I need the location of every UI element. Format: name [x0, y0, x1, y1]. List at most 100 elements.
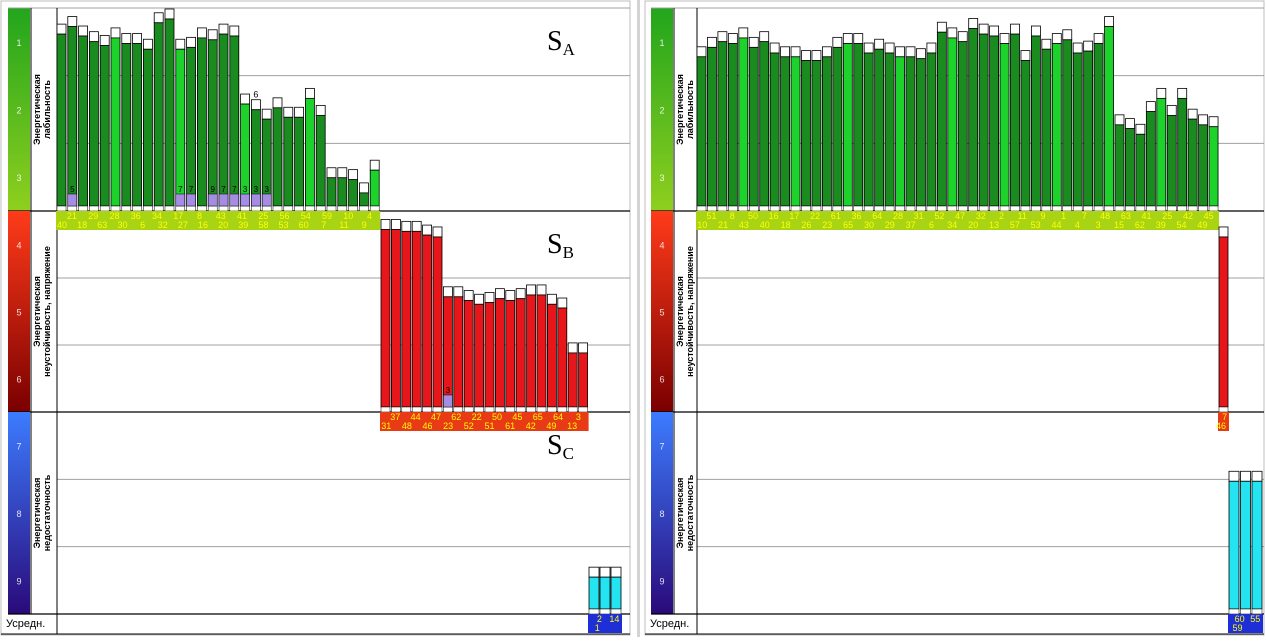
bar-cap — [769, 42, 780, 54]
bar-cap — [610, 566, 622, 578]
bar-cap — [1187, 108, 1198, 120]
bar-cap — [547, 293, 557, 305]
group-label-top: 2 — [597, 614, 602, 624]
panel-frame — [644, 0, 1265, 636]
data-bar — [811, 60, 822, 207]
group-label-bottom: 61 — [505, 421, 515, 431]
bar-cap — [780, 46, 790, 58]
data-bar — [707, 46, 717, 207]
zone-tick-label: 6 — [16, 375, 21, 385]
data-bar — [121, 43, 132, 207]
group-label-bottom: 46 — [422, 421, 432, 431]
bar-cap — [1145, 101, 1156, 113]
data-bar — [1208, 126, 1219, 207]
zone-label: Энергетическаянеустойчивость, напряжение — [675, 246, 695, 377]
data-bar — [578, 352, 588, 408]
bar-cap — [916, 48, 926, 60]
data-bar — [801, 60, 811, 207]
bar-cap — [250, 99, 261, 111]
data-bar — [474, 303, 485, 408]
bar-cap — [999, 33, 1010, 44]
data-bar — [863, 52, 874, 207]
data-bar — [999, 43, 1010, 207]
group-label-top: 47 — [955, 211, 965, 221]
data-bar — [1072, 52, 1083, 207]
bar-cap — [884, 42, 895, 54]
data-bar — [1010, 33, 1020, 207]
bar-base — [56, 205, 67, 212]
group-label-bottom: 31 — [381, 421, 391, 431]
data-bar — [515, 298, 526, 408]
bar-cap — [326, 167, 337, 179]
bar-mark-label: 3 — [254, 185, 259, 194]
group-label-top: 34 — [152, 211, 162, 221]
group-label-strip — [380, 412, 589, 431]
bar-cap — [1051, 33, 1062, 44]
group-label-bottom: 37 — [906, 220, 916, 230]
data-bar — [717, 41, 728, 207]
data-bar — [1251, 480, 1263, 610]
data-bar — [1041, 48, 1052, 207]
bar-cap — [99, 35, 110, 46]
data-bar — [110, 37, 121, 207]
bar-cap — [453, 286, 464, 298]
group-label-top: 36 — [852, 211, 862, 221]
data-bar — [1198, 124, 1208, 207]
bar-cap — [947, 27, 958, 39]
bar-cap — [505, 290, 516, 301]
bar-base — [759, 205, 769, 212]
group-label-top: 2 — [999, 211, 1004, 221]
bar-mark-label: 3 — [243, 185, 248, 194]
group-label-top: 61 — [831, 211, 841, 221]
group-label-strip — [1228, 614, 1263, 633]
group-label-top: 22 — [472, 412, 482, 422]
bar-cap — [1114, 114, 1125, 126]
bar-cap — [822, 46, 832, 58]
data-bar — [207, 39, 218, 207]
bar-cap — [557, 297, 568, 309]
group-label-top: 7 — [1222, 412, 1227, 422]
data-bar — [1031, 35, 1041, 207]
bar-cap — [474, 293, 485, 305]
group-label-top: 32 — [976, 211, 986, 221]
group-label-bottom: 49 — [546, 421, 556, 431]
group-label-top: 1 — [1061, 211, 1066, 221]
bar-mark-label: 9 — [210, 185, 215, 194]
group-label-bottom: 46 — [1216, 421, 1226, 431]
data-bar — [1125, 128, 1135, 207]
bar-mark-box — [261, 193, 272, 207]
data-bar — [957, 41, 968, 207]
group-label-bottom: 39 — [238, 220, 248, 230]
group-label-bottom: 49 — [1197, 220, 1207, 230]
group-label-top: 28 — [893, 211, 903, 221]
bar-cap — [283, 106, 294, 118]
group-label-top: 45 — [1204, 211, 1214, 221]
bar-mark-label: 5 — [70, 185, 75, 194]
bar-cap — [1041, 38, 1052, 50]
zone-tick-label: 9 — [16, 576, 21, 586]
bar-base — [1052, 205, 1062, 212]
group-label-top: 50 — [492, 412, 502, 422]
panel-frame — [0, 0, 631, 636]
data-bar — [484, 302, 495, 408]
data-bar — [369, 169, 380, 207]
group-label-top: 25 — [1162, 211, 1172, 221]
bar-cap — [1093, 33, 1104, 44]
group-label-bottom: 62 — [1135, 220, 1145, 230]
bar-cap — [358, 182, 369, 194]
data-bar — [1062, 39, 1073, 207]
bar-cap — [863, 42, 874, 54]
data-bar — [78, 35, 88, 207]
bar-cap — [1083, 40, 1094, 52]
group-label-top: 43 — [216, 211, 226, 221]
group-label-bottom: 34 — [947, 220, 957, 230]
bar-cap — [811, 50, 822, 61]
group-label-bottom: 16 — [198, 220, 208, 230]
group-label-top: 41 — [1142, 211, 1152, 221]
data-bar — [1187, 118, 1198, 207]
group-label-top: 64 — [872, 211, 882, 221]
group-label-top: 8 — [730, 211, 735, 221]
group-label-top: 28 — [109, 211, 119, 221]
data-bar — [1093, 43, 1104, 207]
bar-cap — [989, 25, 999, 37]
